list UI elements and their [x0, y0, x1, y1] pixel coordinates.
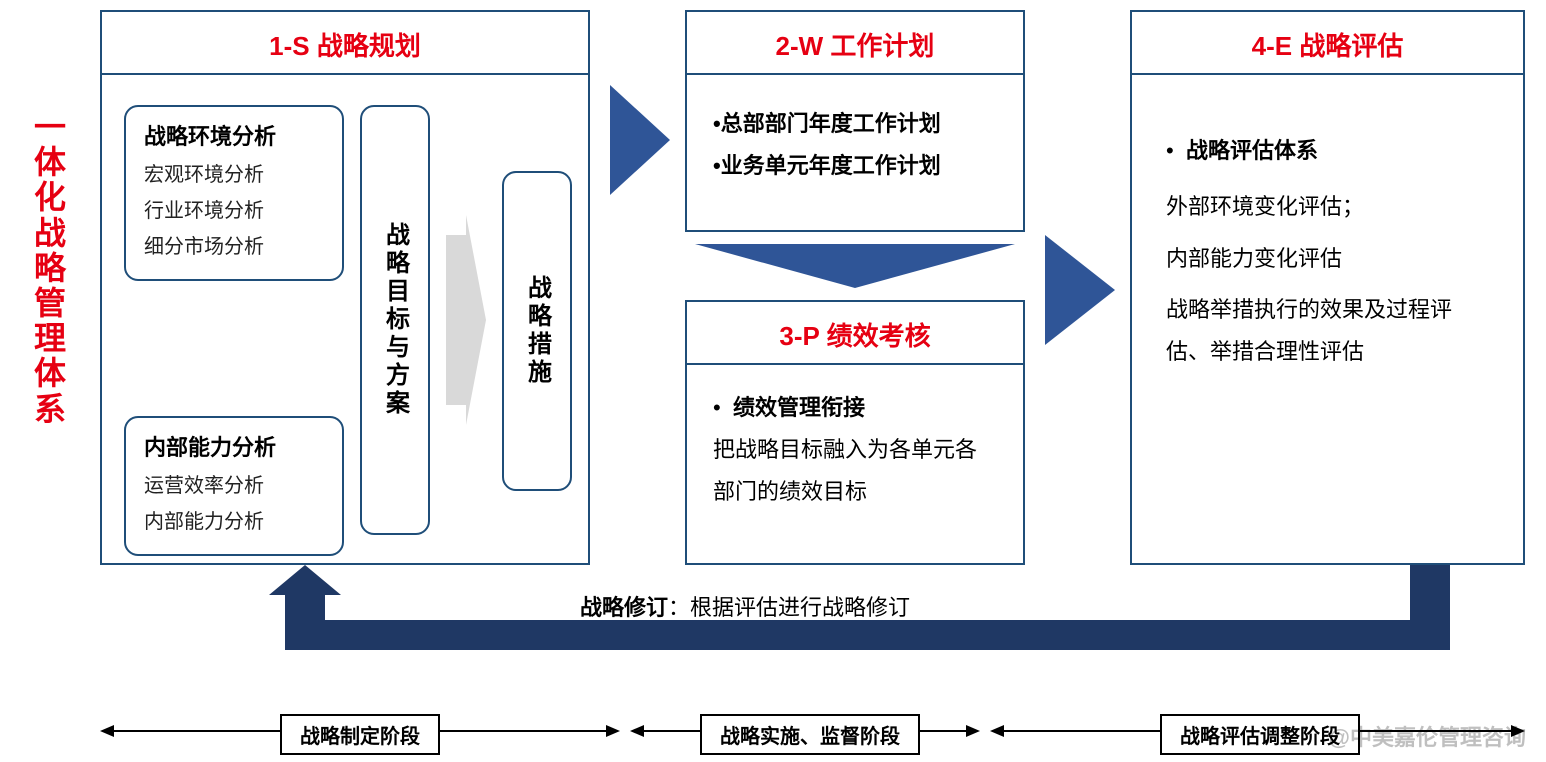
box-3p: 3-P 绩效考核 • 绩效管理衔接 把战略目标融入为各单元各部门的绩效目标	[685, 300, 1025, 565]
box3-bullet: 绩效管理衔接	[733, 395, 865, 420]
box-1s: 1-S 战略规划 战略环境分析 宏观环境分析 行业环境分析 细分市场分析 内部能…	[100, 10, 590, 565]
subbox-env-title: 战略环境分析	[144, 119, 324, 151]
sub1-item-0: 宏观环境分析	[144, 157, 324, 193]
box2-item-0: •总部部门年度工作计划	[713, 103, 997, 145]
box4-item-1: 内部能力变化评估	[1166, 238, 1489, 280]
box4-item-2: 战略举措执行的效果及过程评估、举措合理性评估	[1166, 289, 1489, 373]
box2-item-1: •业务单元年度工作计划	[713, 145, 997, 187]
light-arrow-icon	[446, 105, 486, 535]
box3-desc: 把战略目标融入为各单元各部门的绩效目标	[713, 429, 997, 513]
sub2-item-0: 运营效率分析	[144, 468, 324, 504]
sub1-item-1: 行业环境分析	[144, 193, 324, 229]
vertical-title: 一体化战略管理体系	[30, 110, 70, 427]
box-4e-title: 4-E 战略评估	[1132, 12, 1523, 73]
arrow-3-to-4	[1035, 235, 1125, 345]
box4-bullet: 战略评估体系	[1186, 138, 1318, 163]
vbox-measures: 战略措施	[502, 171, 572, 491]
vbox-goals: 战略目标与方案	[360, 105, 430, 535]
revision-label: 战略修订	[580, 595, 668, 620]
box-3p-title: 3-P 绩效考核	[687, 302, 1023, 363]
subbox-internal-analysis: 内部能力分析 运营效率分析 内部能力分析	[124, 416, 344, 556]
sub2-item-1: 内部能力分析	[144, 504, 324, 540]
revision-desc: ：根据评估进行战略修订	[668, 595, 910, 620]
arrow-2-to-3	[685, 238, 1025, 294]
subbox-internal-title: 内部能力分析	[144, 430, 324, 462]
box4-item-0: 外部环境变化评估；	[1166, 186, 1489, 228]
arrow-1-to-2	[600, 85, 680, 195]
sub1-item-2: 细分市场分析	[144, 229, 324, 265]
box-2w-title: 2-W 工作计划	[687, 12, 1023, 73]
phase-2-label: 战略实施、监督阶段	[700, 714, 920, 755]
phase-1-label: 战略制定阶段	[280, 714, 440, 755]
box-4e: 4-E 战略评估 • 战略评估体系 外部环境变化评估； 内部能力变化评估 战略举…	[1130, 10, 1525, 565]
subbox-env-analysis: 战略环境分析 宏观环境分析 行业环境分析 细分市场分析	[124, 105, 344, 281]
box-1s-title: 1-S 战略规划	[102, 12, 588, 73]
revision-text: 战略修订：根据评估进行战略修订	[580, 590, 910, 622]
box-2w: 2-W 工作计划 •总部部门年度工作计划 •业务单元年度工作计划	[685, 10, 1025, 232]
watermark: @中美嘉伦管理咨询	[1329, 720, 1526, 752]
